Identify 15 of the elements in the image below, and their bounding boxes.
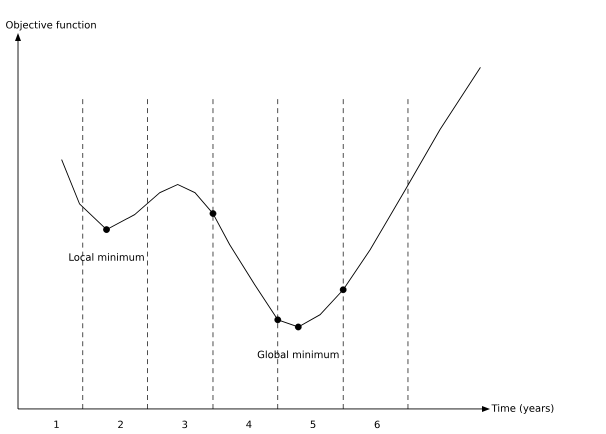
x-tick-label: 6: [374, 420, 380, 428]
x-tick-label: 5: [310, 420, 316, 428]
point: [210, 210, 216, 217]
x-axis-title: Time (years): [491, 404, 554, 414]
point: [340, 286, 347, 294]
point: [274, 316, 282, 324]
x-tick-label: 1: [54, 420, 59, 428]
point: [294, 324, 302, 330]
annotation: Global minimum: [258, 350, 339, 358]
point: [103, 226, 110, 233]
x-tick-label: 4: [246, 420, 252, 428]
y-axis-title: Objective function: [6, 20, 96, 30]
x-tick-label: 3: [182, 420, 188, 428]
x-tick-label: 2: [118, 420, 123, 428]
annotation: Local minimum: [69, 253, 144, 261]
